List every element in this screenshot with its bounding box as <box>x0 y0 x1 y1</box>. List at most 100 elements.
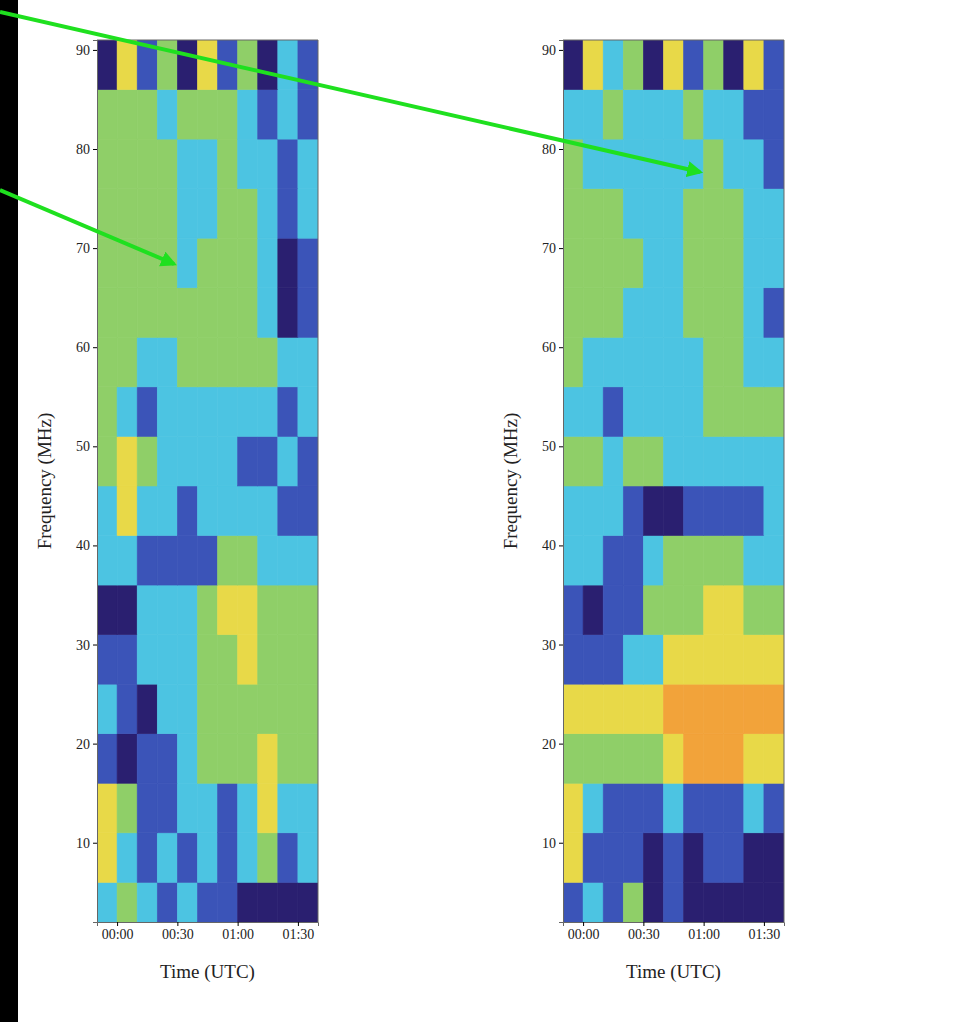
cell <box>238 436 258 486</box>
x-tick: 00:00 <box>568 922 600 942</box>
y-axis-title: Frequency (MHz) <box>34 413 56 550</box>
cell <box>97 139 117 189</box>
cell <box>643 387 663 437</box>
cell <box>197 139 217 189</box>
x-axis-title: Time (UTC) <box>626 961 721 983</box>
cell <box>583 585 603 635</box>
cell <box>663 882 683 922</box>
cell <box>298 337 318 387</box>
cell <box>623 90 643 140</box>
cell <box>298 635 318 685</box>
cell <box>643 734 663 784</box>
cell <box>563 734 583 784</box>
cell <box>177 40 197 90</box>
cell <box>623 684 643 734</box>
cells <box>97 40 318 922</box>
cell <box>603 635 623 685</box>
cell <box>278 90 298 140</box>
cell <box>278 684 298 734</box>
frame-top <box>563 40 784 41</box>
cell <box>97 90 117 140</box>
y-tick-label: 80 <box>542 142 556 157</box>
cell <box>218 783 238 833</box>
cell <box>583 436 603 486</box>
y-tick: 50 <box>542 439 563 454</box>
cell <box>197 90 217 140</box>
cell <box>583 833 603 883</box>
y-tick: 80 <box>542 142 563 157</box>
cell <box>218 734 238 784</box>
x-tick: 00:30 <box>628 922 660 942</box>
cell <box>238 734 258 784</box>
cell <box>684 734 704 784</box>
cell <box>663 436 683 486</box>
cell <box>623 387 643 437</box>
cell <box>157 585 177 635</box>
cell <box>764 288 784 338</box>
y-tick: 20 <box>542 737 563 752</box>
cell <box>117 436 137 486</box>
y-tick-label: 40 <box>76 538 90 553</box>
cell <box>764 387 784 437</box>
cell <box>583 40 603 90</box>
cell <box>218 585 238 635</box>
cell <box>298 536 318 586</box>
cell <box>623 783 643 833</box>
cell <box>258 288 278 338</box>
cell <box>603 337 623 387</box>
cell <box>97 337 117 387</box>
cell <box>724 288 744 338</box>
cell <box>258 783 278 833</box>
cell <box>704 833 724 883</box>
cell <box>704 882 724 922</box>
cell <box>298 436 318 486</box>
cell <box>684 40 704 90</box>
y-axis: 102030405060708090 <box>542 41 564 923</box>
cell <box>563 90 583 140</box>
cell <box>177 337 197 387</box>
y-tick-label: 90 <box>76 43 90 58</box>
cell <box>197 288 217 338</box>
cell <box>197 684 217 734</box>
cell <box>238 40 258 90</box>
cell <box>137 387 157 437</box>
cell <box>258 833 278 883</box>
y-tick: 60 <box>542 340 563 355</box>
cell <box>663 238 683 288</box>
cell <box>117 734 137 784</box>
cell <box>137 486 157 536</box>
x-tick-mark <box>238 922 239 926</box>
cell <box>218 684 238 734</box>
x-tick-label: 00:30 <box>628 927 660 942</box>
cell <box>238 90 258 140</box>
cell <box>643 684 663 734</box>
x-tick-mark <box>583 922 584 926</box>
cell <box>744 783 764 833</box>
cell <box>258 139 278 189</box>
cell <box>298 684 318 734</box>
cell <box>603 139 623 189</box>
cell <box>197 536 217 586</box>
cell <box>278 40 298 90</box>
cell <box>704 536 724 586</box>
cell <box>764 882 784 922</box>
x-tick: 01:30 <box>282 922 314 942</box>
cell <box>764 585 784 635</box>
y-tick-mark <box>559 645 563 646</box>
cell <box>764 734 784 784</box>
cell <box>137 288 157 338</box>
cell <box>663 189 683 239</box>
cell <box>137 189 157 239</box>
cell <box>663 635 683 685</box>
cell <box>744 585 764 635</box>
cell <box>238 486 258 536</box>
y-tick-mark <box>93 347 97 348</box>
cell <box>684 783 704 833</box>
cell <box>218 536 238 586</box>
cell <box>704 684 724 734</box>
cell <box>744 684 764 734</box>
y-axis-title: Frequency (MHz) <box>500 413 522 550</box>
y-tick-label: 40 <box>542 538 556 553</box>
cell <box>704 585 724 635</box>
y-tick-mark <box>559 50 563 51</box>
